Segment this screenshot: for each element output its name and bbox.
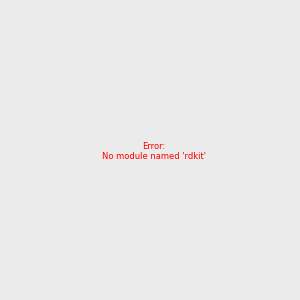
Text: Error:
No module named 'rdkit': Error: No module named 'rdkit' [102,142,206,161]
